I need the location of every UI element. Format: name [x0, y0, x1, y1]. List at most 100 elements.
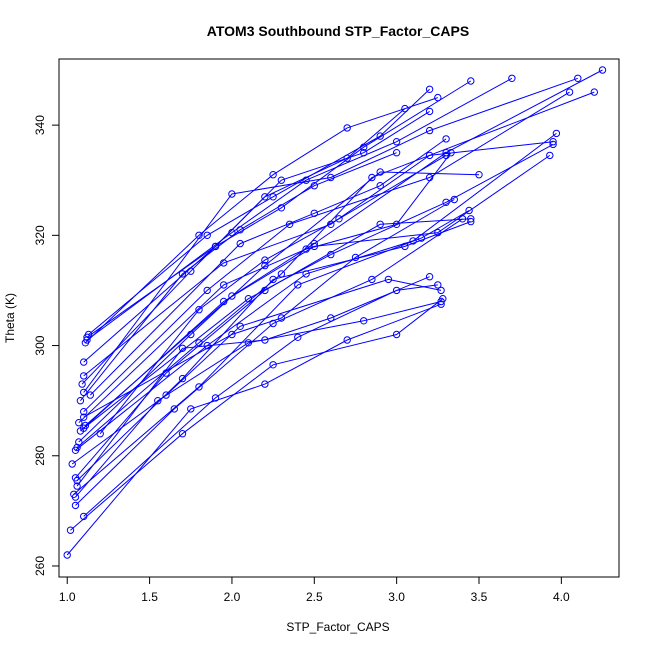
series-13 — [71, 129, 561, 454]
series-20 — [80, 281, 442, 521]
series-line — [70, 298, 444, 531]
x-axis-label: STP_Factor_CAPS — [286, 620, 389, 634]
data-point — [360, 317, 368, 325]
data-point — [434, 93, 442, 102]
data-point — [269, 275, 277, 284]
y-axis: 260 280 300 320 340 — [33, 115, 60, 576]
y-tick-label: 300 — [33, 335, 47, 355]
series-line — [75, 133, 557, 451]
data-point — [574, 74, 582, 83]
series-line — [99, 154, 447, 435]
data-point — [384, 275, 393, 284]
data-point — [236, 322, 244, 330]
series-line — [83, 284, 438, 517]
data-point — [178, 374, 187, 383]
series-line — [83, 141, 554, 377]
data-point — [392, 220, 401, 229]
data-point — [68, 460, 76, 468]
series-line — [88, 88, 430, 335]
data-point — [598, 66, 607, 74]
series-8 — [76, 149, 401, 405]
data-point — [73, 482, 81, 490]
series-line — [66, 303, 442, 556]
series-24 — [71, 297, 445, 501]
data-point — [178, 344, 187, 352]
data-point — [310, 182, 318, 190]
series-26 — [80, 195, 458, 421]
data-point — [392, 330, 401, 339]
series-22 — [63, 300, 445, 559]
data-point — [78, 380, 86, 388]
data-point — [203, 286, 211, 295]
data-point — [73, 476, 81, 485]
data-point — [277, 314, 286, 322]
series-line — [75, 218, 463, 506]
series-line — [75, 301, 442, 498]
data-point — [80, 408, 88, 416]
data-point — [401, 242, 409, 251]
data-point — [343, 124, 351, 132]
data-point — [450, 195, 458, 204]
data-point — [269, 361, 277, 369]
series-line — [80, 152, 397, 402]
data-point — [376, 168, 384, 176]
data-point — [549, 138, 557, 146]
y-tick-label: 340 — [33, 115, 47, 135]
data-point — [228, 330, 236, 339]
data-point — [425, 273, 434, 281]
series-layer — [63, 66, 607, 559]
data-point — [66, 526, 75, 534]
data-point — [376, 132, 384, 140]
data-point — [465, 206, 473, 215]
data-point — [187, 405, 195, 413]
data-point — [220, 281, 228, 289]
data-point — [269, 171, 277, 179]
data-point — [327, 220, 335, 229]
data-point — [220, 297, 228, 306]
series-line — [73, 210, 470, 495]
data-point — [351, 253, 360, 262]
data-point — [76, 397, 85, 405]
series-line — [78, 152, 452, 424]
x-tick-label: 1.0 — [59, 590, 76, 604]
series-line — [75, 218, 471, 479]
data-point — [368, 275, 376, 284]
data-point — [549, 140, 557, 149]
data-point — [162, 391, 170, 399]
data-point — [84, 330, 93, 339]
data-point — [154, 397, 162, 405]
data-point — [236, 226, 244, 234]
data-point — [368, 173, 376, 182]
data-point — [228, 292, 236, 300]
data-point — [228, 190, 236, 198]
data-point — [302, 245, 310, 253]
data-point — [195, 383, 203, 391]
series-line — [83, 91, 570, 413]
series-line — [89, 138, 447, 396]
series-line — [85, 97, 438, 344]
data-point — [343, 154, 351, 162]
data-point — [195, 306, 203, 314]
data-point — [475, 171, 483, 179]
data-point — [417, 234, 426, 242]
series-23 — [68, 275, 445, 468]
data-point — [80, 358, 88, 366]
data-point — [437, 286, 445, 295]
y-tick-label: 280 — [33, 445, 47, 465]
data-point — [467, 217, 475, 226]
data-point — [71, 446, 80, 454]
data-point — [458, 215, 467, 223]
data-point — [71, 493, 80, 501]
data-point — [401, 104, 409, 113]
data-point — [269, 193, 277, 201]
x-tick-label: 2.5 — [306, 590, 323, 604]
data-point — [261, 256, 269, 264]
data-point — [203, 231, 211, 240]
data-point — [392, 286, 401, 295]
data-point — [392, 138, 401, 146]
series-line — [83, 143, 554, 429]
series-18 — [70, 206, 473, 498]
data-point — [565, 88, 574, 96]
data-point — [277, 176, 286, 184]
